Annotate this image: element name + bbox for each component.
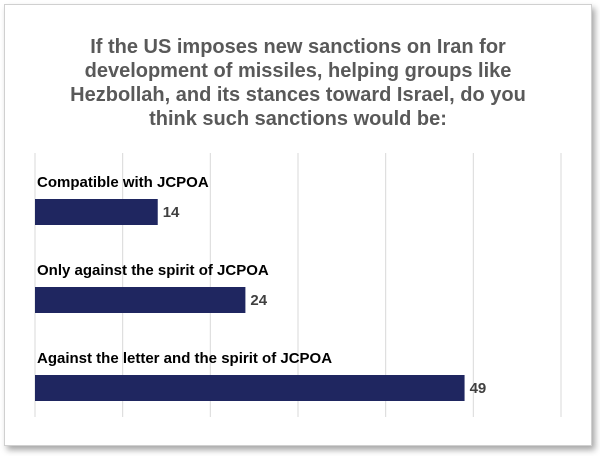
category-label: Only against the spirit of JCPOA bbox=[37, 262, 269, 279]
category-label: Against the letter and the spirit of JCP… bbox=[37, 350, 332, 367]
bars bbox=[35, 199, 465, 401]
data-label: 49 bbox=[470, 380, 487, 397]
bar bbox=[35, 287, 246, 313]
chart-frame: If the US imposes new sanctions on Iran … bbox=[4, 4, 592, 446]
data-label: 14 bbox=[163, 204, 180, 221]
bar bbox=[35, 375, 465, 401]
bar bbox=[35, 199, 158, 225]
category-label: Compatible with JCPOA bbox=[37, 174, 209, 191]
labels: Compatible with JCPOA 14 Only against the … bbox=[37, 174, 486, 397]
data-label: 24 bbox=[250, 292, 267, 309]
gridlines bbox=[34, 153, 562, 417]
chart-title: If the US imposes new sanctions on Iran … bbox=[70, 36, 526, 130]
bar-chart: Compatible with JCPOA 14 Only against the … bbox=[34, 153, 562, 417]
